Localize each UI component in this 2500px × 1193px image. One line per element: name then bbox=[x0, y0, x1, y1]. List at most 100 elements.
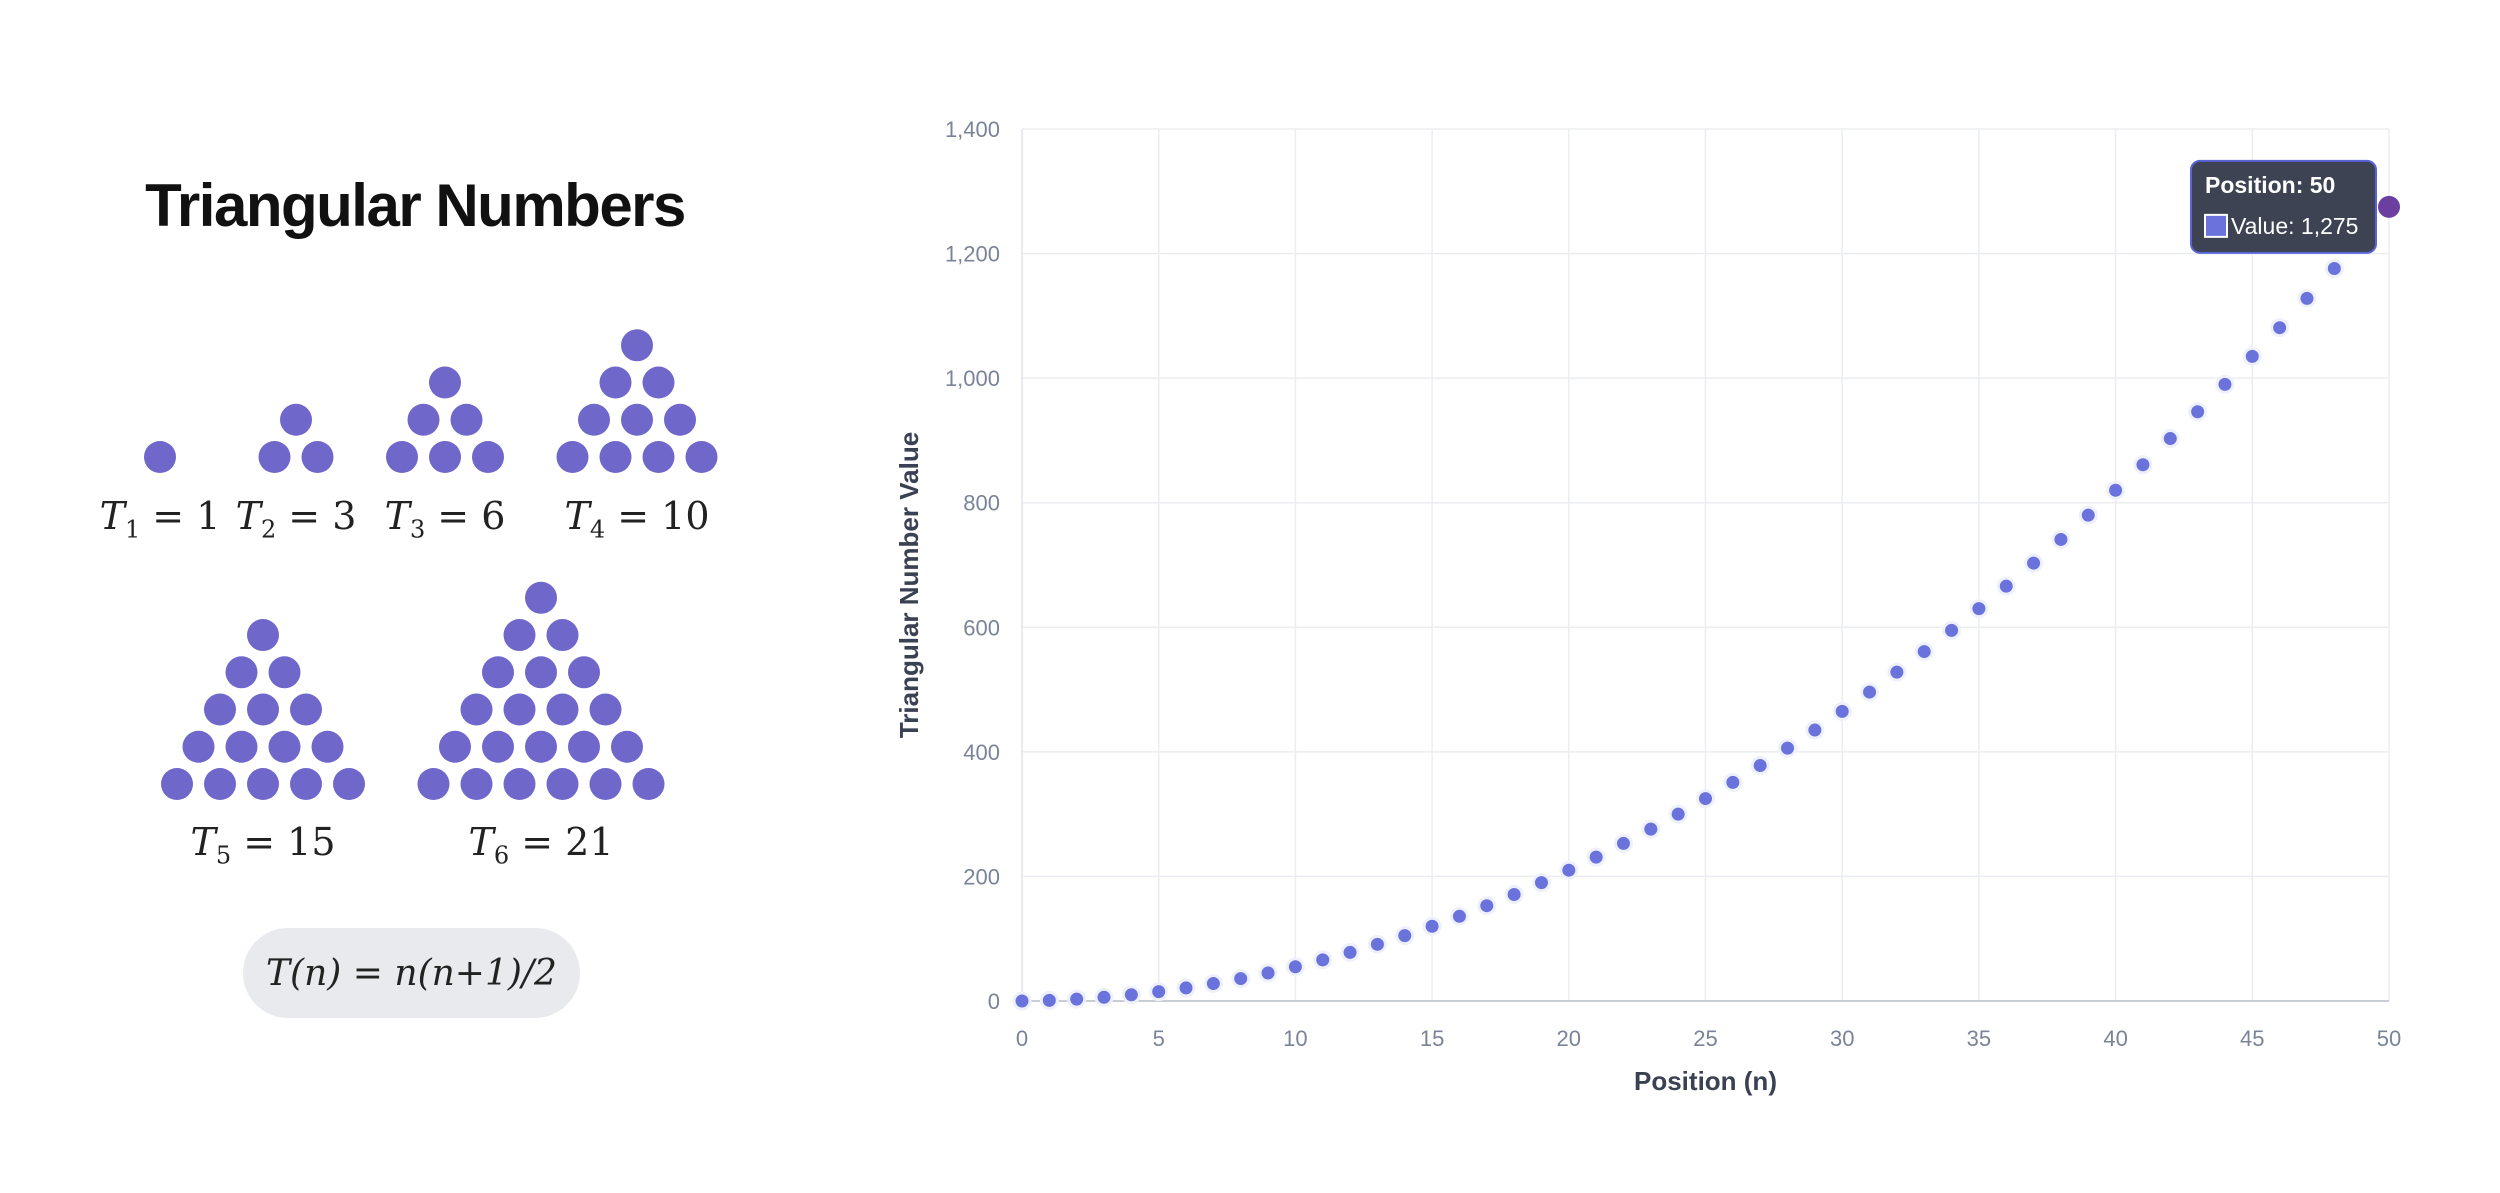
triangle-dot bbox=[460, 768, 493, 800]
data-point[interactable] bbox=[1231, 969, 1251, 989]
data-point[interactable] bbox=[1477, 896, 1497, 916]
y-tick-label: 1,000 bbox=[945, 366, 1000, 391]
data-point[interactable] bbox=[1641, 819, 1661, 839]
triangle-dot bbox=[280, 403, 312, 436]
triangle-dot bbox=[503, 768, 536, 800]
triangle-dot bbox=[225, 730, 258, 763]
data-point[interactable] bbox=[2051, 529, 2071, 549]
data-point[interactable] bbox=[1039, 990, 1059, 1010]
tooltip-value: Value: 1,275 bbox=[2231, 213, 2358, 239]
data-point[interactable] bbox=[1613, 833, 1633, 853]
formula-text: T(n) = n(n+1)/2 bbox=[266, 952, 557, 994]
data-point[interactable] bbox=[1313, 950, 1333, 970]
triangle-dot bbox=[525, 581, 557, 614]
data-point[interactable] bbox=[1203, 974, 1223, 994]
data-point[interactable] bbox=[1969, 599, 1989, 619]
x-tick-label: 5 bbox=[1153, 1026, 1165, 1051]
data-point[interactable] bbox=[2297, 288, 2317, 308]
triangle-dot bbox=[460, 693, 493, 726]
triangle-dot bbox=[568, 730, 600, 763]
triangle-dot bbox=[503, 619, 536, 652]
y-axis-title: Triangular Number Value bbox=[894, 432, 924, 738]
data-point[interactable] bbox=[2160, 429, 2180, 449]
data-point[interactable] bbox=[1750, 756, 1770, 776]
data-point[interactable] bbox=[2106, 480, 2126, 500]
triangle-dot bbox=[290, 768, 322, 800]
data-point[interactable] bbox=[1367, 934, 1387, 954]
data-point[interactable] bbox=[2242, 346, 2262, 366]
data-point-highlighted[interactable] bbox=[2378, 195, 2400, 218]
triangle-dot bbox=[417, 768, 450, 800]
triangle-dot bbox=[268, 656, 301, 689]
triangle-dot bbox=[599, 441, 632, 473]
x-tick-label: 0 bbox=[1016, 1026, 1028, 1051]
data-point[interactable] bbox=[1668, 804, 1688, 824]
data-point[interactable] bbox=[1094, 987, 1114, 1007]
data-point[interactable] bbox=[1285, 957, 1305, 977]
y-tick-label: 800 bbox=[963, 491, 1000, 516]
data-point[interactable] bbox=[1586, 847, 1606, 867]
data-point[interactable] bbox=[1860, 682, 1880, 702]
data-point[interactable] bbox=[2078, 505, 2098, 525]
data-point[interactable] bbox=[1395, 926, 1415, 946]
triangle-dot bbox=[247, 768, 279, 800]
data-point[interactable] bbox=[1778, 738, 1798, 758]
data-point[interactable] bbox=[1176, 978, 1196, 998]
triangle-dot bbox=[450, 403, 483, 436]
triangle-dot bbox=[301, 441, 334, 473]
data-point[interactable] bbox=[1805, 720, 1825, 740]
data-point[interactable] bbox=[1696, 789, 1715, 809]
data-point[interactable] bbox=[1121, 985, 1141, 1005]
triangle-dot bbox=[589, 768, 622, 800]
triangle-label-6: T6 = 21 bbox=[468, 820, 614, 870]
x-tick-label: 10 bbox=[1283, 1026, 1307, 1051]
data-point[interactable] bbox=[2215, 374, 2235, 394]
data-point[interactable] bbox=[1422, 916, 1442, 936]
data-point[interactable] bbox=[1067, 989, 1087, 1009]
triangle-dot bbox=[204, 768, 236, 800]
triangle-4 bbox=[556, 329, 718, 473]
triangle-dot bbox=[546, 768, 579, 800]
y-tick-label: 600 bbox=[963, 615, 1000, 640]
data-point[interactable] bbox=[1149, 982, 1169, 1002]
data-point[interactable] bbox=[1449, 906, 1469, 926]
triangle-dot bbox=[599, 366, 632, 399]
y-tick-label: 200 bbox=[963, 864, 1000, 889]
data-point[interactable] bbox=[1012, 991, 1032, 1011]
triangle-dot bbox=[621, 403, 653, 436]
triangle-dot bbox=[621, 329, 653, 362]
data-point[interactable] bbox=[2188, 402, 2208, 422]
triangle-dot bbox=[386, 441, 418, 473]
data-point[interactable] bbox=[1914, 642, 1934, 662]
triangle-5 bbox=[161, 619, 365, 800]
data-point[interactable] bbox=[1340, 942, 1360, 962]
data-point[interactable] bbox=[2133, 455, 2153, 475]
data-point[interactable] bbox=[1942, 620, 1962, 640]
x-tick-label: 25 bbox=[1693, 1026, 1717, 1051]
x-tick-label: 50 bbox=[2377, 1026, 2401, 1051]
triangle-dot bbox=[482, 656, 514, 689]
triangle-dot bbox=[258, 441, 291, 473]
triangle-1 bbox=[144, 441, 176, 473]
x-tick-label: 15 bbox=[1420, 1026, 1444, 1051]
data-point[interactable] bbox=[1723, 772, 1743, 792]
data-point[interactable] bbox=[1531, 873, 1551, 893]
data-point[interactable] bbox=[1996, 576, 2016, 596]
data-point[interactable] bbox=[1559, 860, 1579, 880]
data-point[interactable] bbox=[1258, 963, 1278, 983]
triangle-dot bbox=[439, 730, 471, 763]
data-point[interactable] bbox=[2324, 259, 2344, 279]
data-point[interactable] bbox=[1504, 884, 1524, 904]
data-point[interactable] bbox=[2024, 553, 2044, 573]
triangle-dot bbox=[333, 768, 365, 800]
triangle-dot bbox=[161, 768, 193, 800]
triangle-3 bbox=[386, 366, 504, 473]
y-tick-label: 0 bbox=[988, 989, 1000, 1014]
triangle-dot bbox=[568, 656, 600, 689]
page-title: Triangular Numbers bbox=[145, 172, 686, 239]
data-point[interactable] bbox=[1832, 701, 1852, 721]
data-point[interactable] bbox=[2270, 318, 2290, 338]
data-point[interactable] bbox=[1887, 662, 1907, 682]
tooltip-box bbox=[2190, 159, 2377, 254]
